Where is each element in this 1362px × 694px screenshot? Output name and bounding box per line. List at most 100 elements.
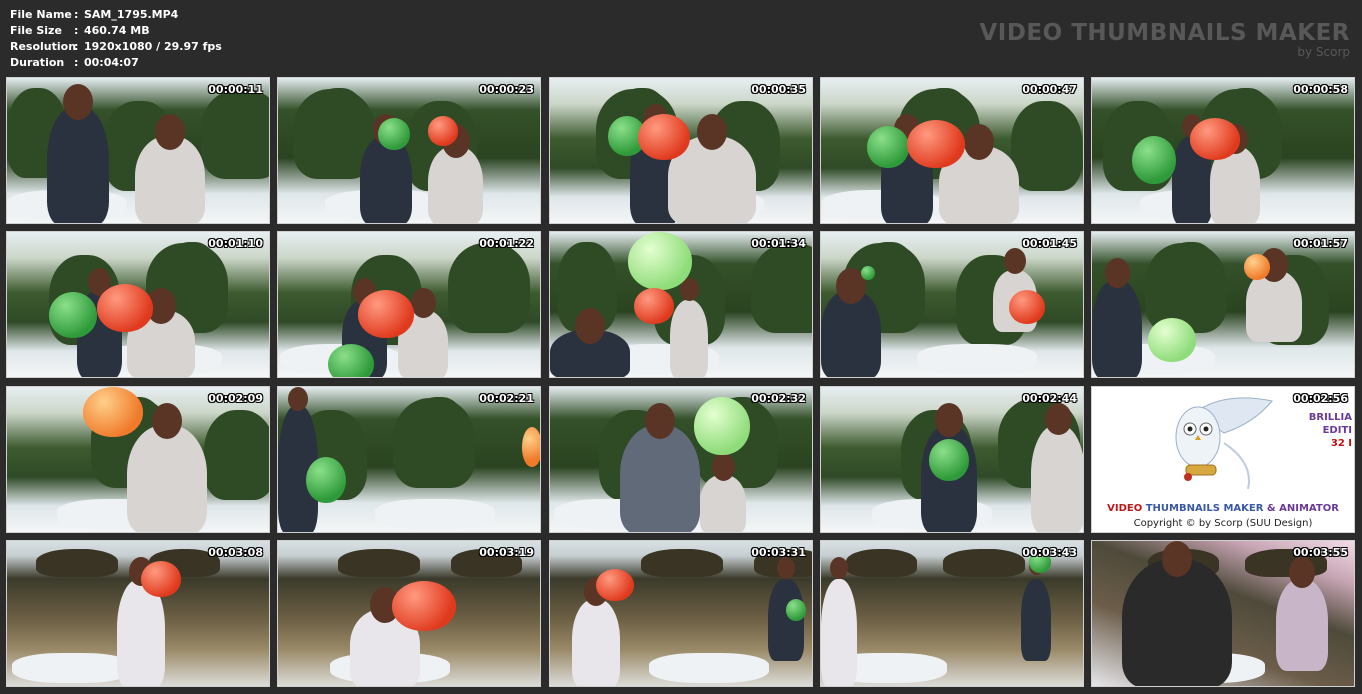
tree-shape (641, 549, 723, 577)
balloon-shape (1009, 290, 1045, 324)
thumbnail-timestamp: 00:02:09 (208, 392, 263, 405)
thumbnail-timestamp: 00:03:19 (479, 546, 534, 559)
promo-edition-text: BRILLIA EDITI 32 I (1309, 411, 1352, 450)
person-head (1289, 557, 1315, 588)
video-thumbnail[interactable]: 00:03:19 (277, 540, 541, 687)
person-figure (1246, 270, 1302, 342)
tree-shape (1011, 101, 1082, 191)
thumbnail-timestamp: 00:01:45 (1022, 237, 1077, 250)
duration-value: 00:04:07 (84, 56, 139, 69)
thumbnail-timestamp: 00:01:22 (479, 237, 534, 250)
resolution-label: Resolution (10, 40, 77, 53)
thumbnail-timestamp: 00:03:43 (1022, 546, 1077, 559)
person-head (288, 387, 308, 411)
person-figure (821, 579, 857, 686)
person-figure (670, 300, 708, 377)
video-thumbnail[interactable]: 00:02:44 (820, 386, 1084, 533)
brand-watermark: VIDEO THUMBNAILS MAKER by Scorp (979, 20, 1350, 58)
video-thumbnail[interactable]: 00:03:43 (820, 540, 1084, 687)
balloon-shape (328, 344, 374, 377)
tree-shape (393, 398, 475, 488)
thumbnail-timestamp: 00:01:34 (751, 237, 806, 250)
video-thumbnail[interactable]: 00:01:22 (277, 231, 541, 378)
balloon-shape (97, 284, 153, 332)
person-figure (620, 425, 700, 532)
balloon-shape (867, 126, 909, 168)
thumbnail-timestamp: 00:03:08 (208, 546, 263, 559)
tree-shape (448, 243, 530, 333)
person-head (680, 278, 699, 301)
promo-title-part: THUMBNAILS MAKER (1145, 503, 1264, 514)
balloon-shape (638, 114, 690, 160)
promo-thumbnail[interactable]: BRILLIA EDITI 32 I VIDEO THUMBNAILS MAKER &… (1091, 386, 1355, 533)
balloon-shape (1132, 136, 1176, 184)
thumbnail-timestamp: 00:00:47 (1022, 83, 1077, 96)
promo-side-line: BRILLIA (1308, 412, 1352, 423)
person-head (1162, 541, 1192, 577)
promo-title-part: & ANIMATOR (1266, 503, 1339, 514)
file-size-label: File Size (10, 24, 62, 37)
snow-patch (12, 653, 132, 683)
file-size-value: 460.74 MB (84, 24, 150, 37)
owl-logo-icon (1175, 397, 1273, 489)
resolution-row: Resolution : 1920x1080 / 29.97 fps (10, 39, 222, 55)
balloon-shape (141, 561, 181, 597)
video-thumbnail[interactable]: 00:03:08 (6, 540, 270, 687)
video-thumbnail[interactable]: 00:00:47 (820, 77, 1084, 224)
brand-title: VIDEO THUMBNAILS MAKER (979, 20, 1350, 46)
video-thumbnail[interactable]: 00:02:21 (277, 386, 541, 533)
tree-shape (943, 549, 1025, 577)
person-figure (360, 136, 412, 223)
video-thumbnail[interactable]: 00:01:57 (1091, 231, 1355, 378)
thumbnail-timestamp: 00:03:55 (1293, 546, 1348, 559)
thumbnail-timestamp: 00:02:32 (751, 392, 806, 405)
balloon-shape (596, 569, 634, 601)
person-head (411, 288, 436, 318)
resolution-value: 1920x1080 / 29.97 fps (84, 40, 222, 53)
person-head (1045, 403, 1072, 435)
person-head (712, 453, 735, 481)
video-thumbnail[interactable]: 00:01:34 (549, 231, 813, 378)
thumbnail-timestamp: 00:00:35 (751, 83, 806, 96)
tree-shape (204, 410, 269, 500)
video-thumbnail[interactable]: 00:01:45 (820, 231, 1084, 378)
snow-patch (917, 344, 1037, 374)
person-figure (1092, 280, 1142, 377)
separator: : (74, 8, 79, 21)
duration-label: Duration (10, 56, 65, 69)
file-name-label: File Name (10, 8, 72, 21)
balloon-shape (1190, 118, 1240, 160)
person-head (830, 557, 848, 579)
file-info-panel: File Name : SAM_1795.MP4 File Size : 460… (10, 7, 222, 71)
person-figure (428, 146, 483, 223)
person-figure (572, 599, 620, 686)
balloon-shape (522, 427, 540, 467)
video-thumbnail[interactable]: 00:02:09 (6, 386, 270, 533)
video-thumbnail[interactable]: 00:03:31 (549, 540, 813, 687)
tree-shape (451, 549, 522, 577)
person-head (155, 114, 185, 150)
balloon-shape (306, 457, 346, 503)
tree-shape (751, 243, 812, 333)
video-thumbnail[interactable]: 00:00:11 (6, 77, 270, 224)
balloon-shape (378, 118, 410, 150)
person-head (964, 124, 994, 160)
balloon-shape (1148, 318, 1196, 362)
video-thumbnail[interactable]: 00:02:32 (549, 386, 813, 533)
person-head (575, 308, 605, 344)
thumbnail-timestamp: 00:00:23 (479, 83, 534, 96)
tree-shape (1145, 243, 1227, 333)
person-head (63, 84, 93, 120)
video-thumbnail[interactable]: 00:00:35 (549, 77, 813, 224)
person-head (777, 557, 795, 579)
video-thumbnail[interactable]: 00:01:10 (6, 231, 270, 378)
person-figure (821, 290, 881, 377)
promo-title: VIDEO THUMBNAILS MAKER & ANIMATOR (1092, 503, 1354, 514)
balloon-shape (634, 288, 674, 324)
promo-copyright: Copyright © by Scorp (SUU Design) (1133, 518, 1313, 529)
video-thumbnail[interactable]: 00:00:58 (1091, 77, 1355, 224)
video-thumbnail[interactable]: 00:00:23 (277, 77, 541, 224)
balloon-shape (428, 116, 458, 146)
person-head (152, 403, 182, 439)
video-thumbnail[interactable]: 00:03:55 (1091, 540, 1355, 687)
